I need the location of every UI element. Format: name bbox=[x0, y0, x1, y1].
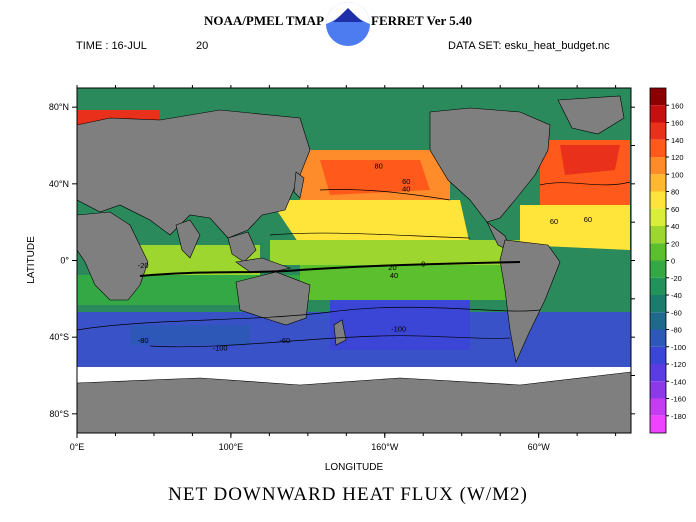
y-tick-label: 80°N bbox=[49, 102, 69, 112]
x-tick-label: 60°W bbox=[528, 442, 551, 452]
colorbar-label: -60 bbox=[671, 308, 682, 317]
colorbar-swatch bbox=[650, 226, 666, 244]
north-pacific-hot bbox=[320, 160, 430, 195]
land-japan bbox=[293, 171, 305, 199]
colorbar-swatch bbox=[650, 243, 666, 261]
colorbar-label: 40 bbox=[671, 222, 679, 231]
colorbar-swatch bbox=[650, 415, 666, 433]
tropical-pacific-green bbox=[270, 240, 520, 265]
chart-title: NET DOWNWARD HEAT FLUX (W/M2) bbox=[168, 484, 528, 505]
colorbar-label: 20 bbox=[671, 239, 679, 248]
colorbar-swatch bbox=[650, 398, 666, 416]
contour-atl bbox=[539, 181, 631, 186]
colorbar-swatch bbox=[650, 157, 666, 175]
land-australia bbox=[235, 271, 311, 326]
colorbar-swatch bbox=[650, 122, 666, 140]
land-south-america bbox=[499, 239, 561, 364]
x-tick-label: 0°E bbox=[70, 442, 85, 452]
contour-n40 bbox=[319, 189, 451, 201]
time-label: TIME : 16-JUL bbox=[76, 40, 147, 52]
colorbar-swatch bbox=[650, 364, 666, 382]
colorbar-swatch bbox=[650, 329, 666, 347]
y-tick-label: 40°N bbox=[49, 179, 69, 189]
header-left: NOAA/PMEL TMAP bbox=[204, 13, 325, 28]
contour-label: 60 bbox=[584, 215, 592, 224]
colorbar-label: -40 bbox=[671, 291, 682, 300]
y-tick-label: 0° bbox=[60, 256, 69, 266]
contour-label: -100 bbox=[213, 344, 228, 353]
x-tick-label: 100°E bbox=[219, 442, 244, 452]
colorbar-swatch bbox=[650, 312, 666, 330]
land-africa bbox=[77, 211, 149, 301]
contour-label: -100 bbox=[391, 324, 406, 333]
colorbar-label: 100 bbox=[671, 170, 684, 179]
colorbar-swatch bbox=[650, 88, 666, 106]
colorbar-label: -100 bbox=[671, 343, 686, 352]
colorbar-label: -20 bbox=[671, 274, 682, 283]
contour-n20 bbox=[269, 232, 471, 239]
south-pacific-green bbox=[300, 265, 520, 300]
land-eurasia bbox=[77, 109, 311, 239]
land-india bbox=[175, 219, 201, 259]
colorbar-swatch bbox=[650, 346, 666, 364]
header-right: FERRET Ver 5.40 bbox=[371, 13, 473, 28]
x-tick-label: 160°W bbox=[371, 442, 399, 452]
colorbar-swatch bbox=[650, 295, 666, 313]
colorbar-label: 120 bbox=[671, 153, 684, 162]
contour-label: 60 bbox=[402, 177, 410, 186]
subtropical-atlantic-yellow bbox=[520, 205, 630, 250]
contour-label: 40 bbox=[390, 271, 398, 280]
contour-label: -60 bbox=[279, 336, 290, 345]
y-axis-label: LATITUDE bbox=[26, 236, 37, 284]
contour-label: 60 bbox=[550, 217, 558, 226]
time-extra: 20 bbox=[196, 40, 209, 52]
colorbar-label: 140 bbox=[671, 136, 684, 145]
colorbar-swatch bbox=[650, 208, 666, 226]
colorbar-label: -140 bbox=[671, 377, 686, 386]
contour-0-eq bbox=[139, 261, 521, 277]
contour-label: -20 bbox=[138, 261, 149, 270]
colorbar-swatch bbox=[650, 260, 666, 278]
colorbar-label: 0 bbox=[671, 257, 675, 266]
colorbar-swatch bbox=[650, 139, 666, 157]
contour-label: 0 bbox=[421, 259, 425, 268]
contour-label: 20 bbox=[388, 263, 396, 272]
colorbar-label: 160 bbox=[671, 101, 684, 110]
colorbar-swatch bbox=[650, 191, 666, 209]
colorbar-swatch bbox=[650, 105, 666, 123]
contour-s60 bbox=[77, 306, 541, 331]
south-blue-deep bbox=[130, 325, 250, 345]
colorbar-swatch bbox=[650, 381, 666, 399]
colorbar-label: -80 bbox=[671, 326, 682, 335]
y-tick-label: 40°S bbox=[49, 332, 69, 342]
colorbar-swatch bbox=[650, 174, 666, 192]
north-pacific-yellow bbox=[270, 200, 470, 245]
contour-label: 40 bbox=[402, 185, 410, 194]
land-se-asia bbox=[227, 231, 257, 263]
north-atlantic-core bbox=[560, 145, 620, 175]
contour-s100 bbox=[149, 335, 511, 348]
colorbar-label: 80 bbox=[671, 188, 679, 197]
contour-label: 80 bbox=[374, 162, 382, 171]
colorbar-swatch bbox=[650, 277, 666, 295]
colorbar-label: 160 bbox=[671, 119, 684, 128]
dataset-label: DATA SET: esku_heat_budget.nc bbox=[448, 40, 610, 52]
colorbar-label: -160 bbox=[671, 395, 686, 404]
colorbar-label: -120 bbox=[671, 360, 686, 369]
colorbar-label: -180 bbox=[671, 412, 686, 421]
land-antarctica bbox=[77, 371, 631, 433]
y-tick-label: 80°S bbox=[49, 409, 69, 419]
colorbar-label: 60 bbox=[671, 205, 679, 214]
contour-label: -80 bbox=[138, 336, 149, 345]
land-north-america bbox=[429, 107, 551, 223]
south-blue-pacific bbox=[330, 300, 470, 350]
land-greenland bbox=[557, 95, 625, 135]
x-axis-label: LONGITUDE bbox=[325, 462, 384, 473]
land-indonesia bbox=[235, 257, 292, 273]
